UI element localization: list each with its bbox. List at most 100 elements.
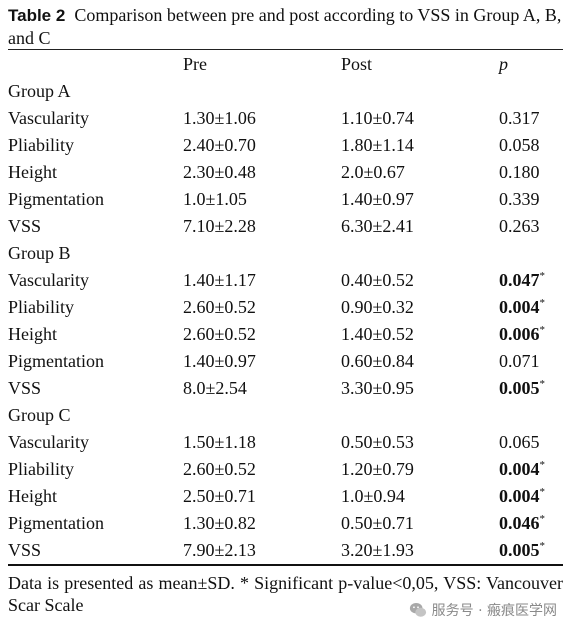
table-title: Comparison between pre and post accordin… <box>8 5 562 48</box>
group-row: Group C <box>8 402 563 429</box>
header-post: Post <box>341 53 373 74</box>
table-row: VSS 8.0±2.54 3.30±0.95 0.005* <box>8 375 563 402</box>
significance-marker: * <box>539 378 546 390</box>
watermark-text: 服务号 · 瘢痕医学网 <box>431 603 557 619</box>
pre-cell: 2.50±0.71 <box>183 486 256 506</box>
header-p: p <box>499 53 508 74</box>
header-pre: Pre <box>183 53 207 74</box>
measure-cell: Pigmentation <box>8 351 104 371</box>
table-row: Pigmentation 1.0±1.05 1.40±0.97 0.339 <box>8 186 563 213</box>
pre-cell: 1.30±1.06 <box>183 108 256 128</box>
p-value: 0.065 <box>499 432 540 452</box>
post-cell: 3.30±0.95 <box>341 378 414 398</box>
measure-cell: VSS <box>8 540 42 560</box>
comparison-table: Pre Post p Group A Vascularity 1.30±1.06 1.… <box>8 50 563 564</box>
post-cell: 0.50±0.53 <box>341 432 414 452</box>
p-cell: 0.180 <box>499 159 563 186</box>
p-cell: 0.065 <box>499 429 563 456</box>
p-cell: 0.263 <box>499 213 563 240</box>
pre-cell: 8.0±2.54 <box>183 378 247 398</box>
post-cell: 1.0±0.94 <box>341 486 405 506</box>
measure-cell: Height <box>8 324 57 344</box>
wechat-icon <box>409 602 426 617</box>
table-row: Height 2.60±0.52 1.40±0.52 0.006* <box>8 321 563 348</box>
p-value: 0.006 <box>499 324 540 344</box>
measure-cell: Vascularity <box>8 108 89 128</box>
significance-marker: * <box>539 297 546 309</box>
post-cell: 1.80±1.14 <box>341 135 414 155</box>
p-cell: 0.071 <box>499 348 563 375</box>
bottom-rule <box>8 564 563 566</box>
post-cell: 1.40±0.52 <box>341 324 414 344</box>
table-row: Pigmentation 1.30±0.82 0.50±0.71 0.046* <box>8 510 563 537</box>
group-label: Group C <box>8 405 71 425</box>
post-cell: 1.20±0.79 <box>341 459 414 479</box>
pre-cell: 1.50±1.18 <box>183 432 256 452</box>
significance-marker: * <box>539 270 546 282</box>
p-cell: 0.004* <box>499 483 563 510</box>
table-caption: Table 2 Comparison between pre and post … <box>8 4 563 49</box>
post-cell: 6.30±2.41 <box>341 216 414 236</box>
significance-marker: * <box>539 540 546 552</box>
pre-cell: 2.60±0.52 <box>183 297 256 317</box>
p-value: 0.071 <box>499 351 540 371</box>
p-cell: 0.047* <box>499 267 563 294</box>
table-row: Height 2.50±0.71 1.0±0.94 0.004* <box>8 483 563 510</box>
p-value: 0.005 <box>499 540 540 560</box>
pre-cell: 1.30±0.82 <box>183 513 256 533</box>
table-label: Table 2 <box>8 6 66 25</box>
pre-cell: 1.40±0.97 <box>183 351 256 371</box>
p-value: 0.263 <box>499 216 540 236</box>
group-row: Group B <box>8 240 563 267</box>
significance-marker: * <box>539 486 546 498</box>
p-cell: 0.339 <box>499 186 563 213</box>
p-value: 0.339 <box>499 189 540 209</box>
measure-cell: VSS <box>8 216 42 236</box>
top-rule <box>8 49 563 50</box>
p-value: 0.005 <box>499 378 540 398</box>
table-footnote: Data is presented as mean±SD. * Signific… <box>8 573 563 615</box>
p-cell: 0.046* <box>499 510 563 537</box>
p-value: 0.004 <box>499 459 540 479</box>
p-cell: 0.005* <box>499 375 563 402</box>
p-value: 0.047 <box>499 270 540 290</box>
measure-cell: Pliability <box>8 297 75 317</box>
p-value: 0.004 <box>499 297 540 317</box>
p-cell: 0.005* <box>499 537 563 564</box>
pre-cell: 1.0±1.05 <box>183 189 247 209</box>
table-row: Vascularity 1.50±1.18 0.50±0.53 0.065 <box>8 429 563 456</box>
measure-cell: Height <box>8 162 57 182</box>
p-cell: 0.004* <box>499 456 563 483</box>
group-row: Group A <box>8 78 563 105</box>
measure-cell: Vascularity <box>8 270 89 290</box>
post-cell: 1.40±0.97 <box>341 189 414 209</box>
pre-cell: 2.30±0.48 <box>183 162 256 182</box>
group-label: Group A <box>8 81 71 101</box>
p-value: 0.058 <box>499 135 540 155</box>
post-cell: 0.50±0.71 <box>341 513 414 533</box>
post-cell: 3.20±1.93 <box>341 540 414 560</box>
table-row: Pliability 2.60±0.52 0.90±0.32 0.004* <box>8 294 563 321</box>
pre-cell: 2.60±0.52 <box>183 459 256 479</box>
p-cell: 0.317 <box>499 105 563 132</box>
measure-cell: Pliability <box>8 459 75 479</box>
header-measure <box>8 50 183 78</box>
pre-cell: 1.40±1.17 <box>183 270 256 290</box>
p-cell: 0.004* <box>499 294 563 321</box>
significance-marker: * <box>539 459 546 471</box>
pre-cell: 7.90±2.13 <box>183 540 256 560</box>
p-value: 0.317 <box>499 108 540 128</box>
table-row: Height 2.30±0.48 2.0±0.67 0.180 <box>8 159 563 186</box>
p-value: 0.004 <box>499 486 540 506</box>
table-row: Pigmentation 1.40±0.97 0.60±0.84 0.071 <box>8 348 563 375</box>
table-row: VSS 7.90±2.13 3.20±1.93 0.005* <box>8 537 563 564</box>
group-label: Group B <box>8 243 71 263</box>
header-row: Pre Post p <box>8 50 563 78</box>
measure-cell: VSS <box>8 378 42 398</box>
table-row: Vascularity 1.30±1.06 1.10±0.74 0.317 <box>8 105 563 132</box>
post-cell: 1.10±0.74 <box>341 108 414 128</box>
table-row: Pliability 2.40±0.70 1.80±1.14 0.058 <box>8 132 563 159</box>
post-cell: 0.60±0.84 <box>341 351 414 371</box>
pre-cell: 7.10±2.28 <box>183 216 256 236</box>
